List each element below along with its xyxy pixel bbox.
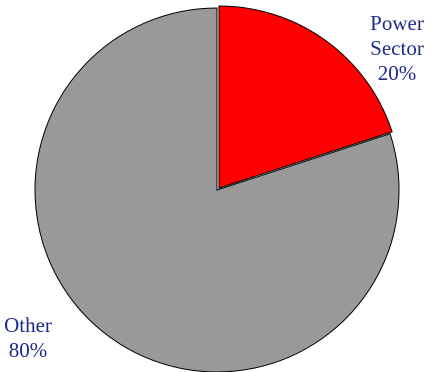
slice-label-other-line-1: Other bbox=[4, 313, 52, 337]
slice-label-power-sector-line-1: Power bbox=[370, 11, 424, 35]
slice-label-power-sector-line-2: Sector bbox=[370, 36, 424, 60]
slice-percent-other: 80% bbox=[8, 338, 48, 362]
slice-label-other: Other 80% bbox=[0, 313, 56, 363]
slice-percent-power-sector: 20% bbox=[377, 61, 417, 85]
slice-label-power-sector: Power Sector 20% bbox=[355, 11, 439, 86]
pie-slice-other bbox=[34, 7, 400, 372]
pie-slice-power-sector bbox=[218, 5, 393, 189]
